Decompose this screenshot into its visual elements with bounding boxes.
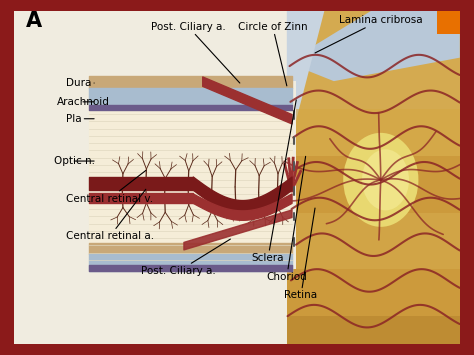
- Text: Retina: Retina: [284, 208, 318, 300]
- Text: Optic n.: Optic n.: [54, 156, 95, 166]
- Text: Lamina cribrosa: Lamina cribrosa: [315, 15, 423, 53]
- Bar: [90, 81, 296, 269]
- Text: A: A: [26, 11, 42, 31]
- Text: Arachnoid: Arachnoid: [56, 97, 109, 107]
- Ellipse shape: [343, 133, 419, 227]
- Bar: [287, 269, 460, 316]
- Text: Pla: Pla: [66, 114, 94, 124]
- Text: Choriod: Choriod: [266, 156, 307, 282]
- Text: Dura: Dura: [66, 78, 94, 88]
- Text: Central retinal a.: Central retinal a.: [66, 189, 154, 241]
- Polygon shape: [287, 11, 460, 81]
- Bar: [287, 316, 460, 344]
- Text: Post. Ciliary a.: Post. Ciliary a.: [151, 22, 240, 83]
- Text: Sclera: Sclera: [252, 100, 296, 263]
- Bar: [287, 156, 460, 213]
- Polygon shape: [287, 11, 460, 344]
- Text: Central retinal v.: Central retinal v.: [66, 170, 153, 204]
- Text: Post. Ciliary a.: Post. Ciliary a.: [141, 239, 230, 276]
- Text: Circle of Zinn: Circle of Zinn: [238, 22, 308, 86]
- Bar: [287, 109, 460, 156]
- Bar: [287, 213, 460, 269]
- Polygon shape: [287, 11, 324, 156]
- Bar: [437, 11, 460, 34]
- Ellipse shape: [362, 149, 409, 211]
